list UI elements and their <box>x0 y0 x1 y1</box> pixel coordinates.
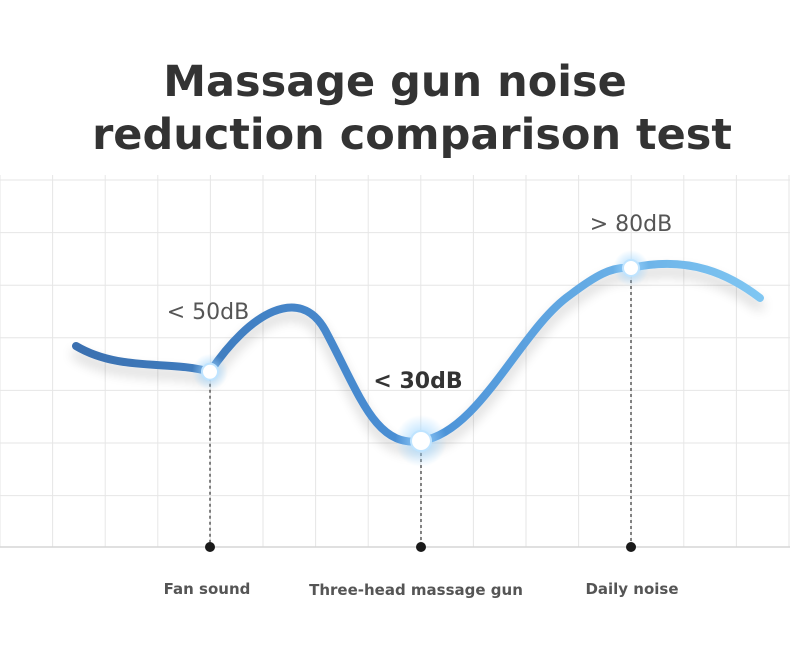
chart-title-line-1: Massage gun noise <box>163 57 627 107</box>
noise-curve <box>72 259 764 446</box>
value-label-daily-noise: > 80dB <box>590 212 672 237</box>
chart-title-line-2: reduction comparison test <box>92 110 732 160</box>
value-label-fan-sound: < 50dB <box>167 300 249 325</box>
axis-marker-daily-noise <box>626 542 636 552</box>
data-points <box>192 250 649 467</box>
axis-marker-fan-sound <box>205 542 215 552</box>
guide-lines <box>205 268 636 552</box>
category-label-fan-sound: Fan sound <box>164 580 251 598</box>
data-point-daily-noise <box>622 259 640 277</box>
category-label-daily-noise: Daily noise <box>585 580 678 598</box>
data-point-massage-gun <box>410 430 432 452</box>
value-label-massage-gun: < 30dB <box>373 369 462 394</box>
data-point-fan-sound <box>201 362 219 381</box>
category-label-massage-gun: Three-head massage gun <box>309 581 523 599</box>
background-grid <box>0 175 790 548</box>
axis-marker-massage-gun <box>416 542 426 552</box>
